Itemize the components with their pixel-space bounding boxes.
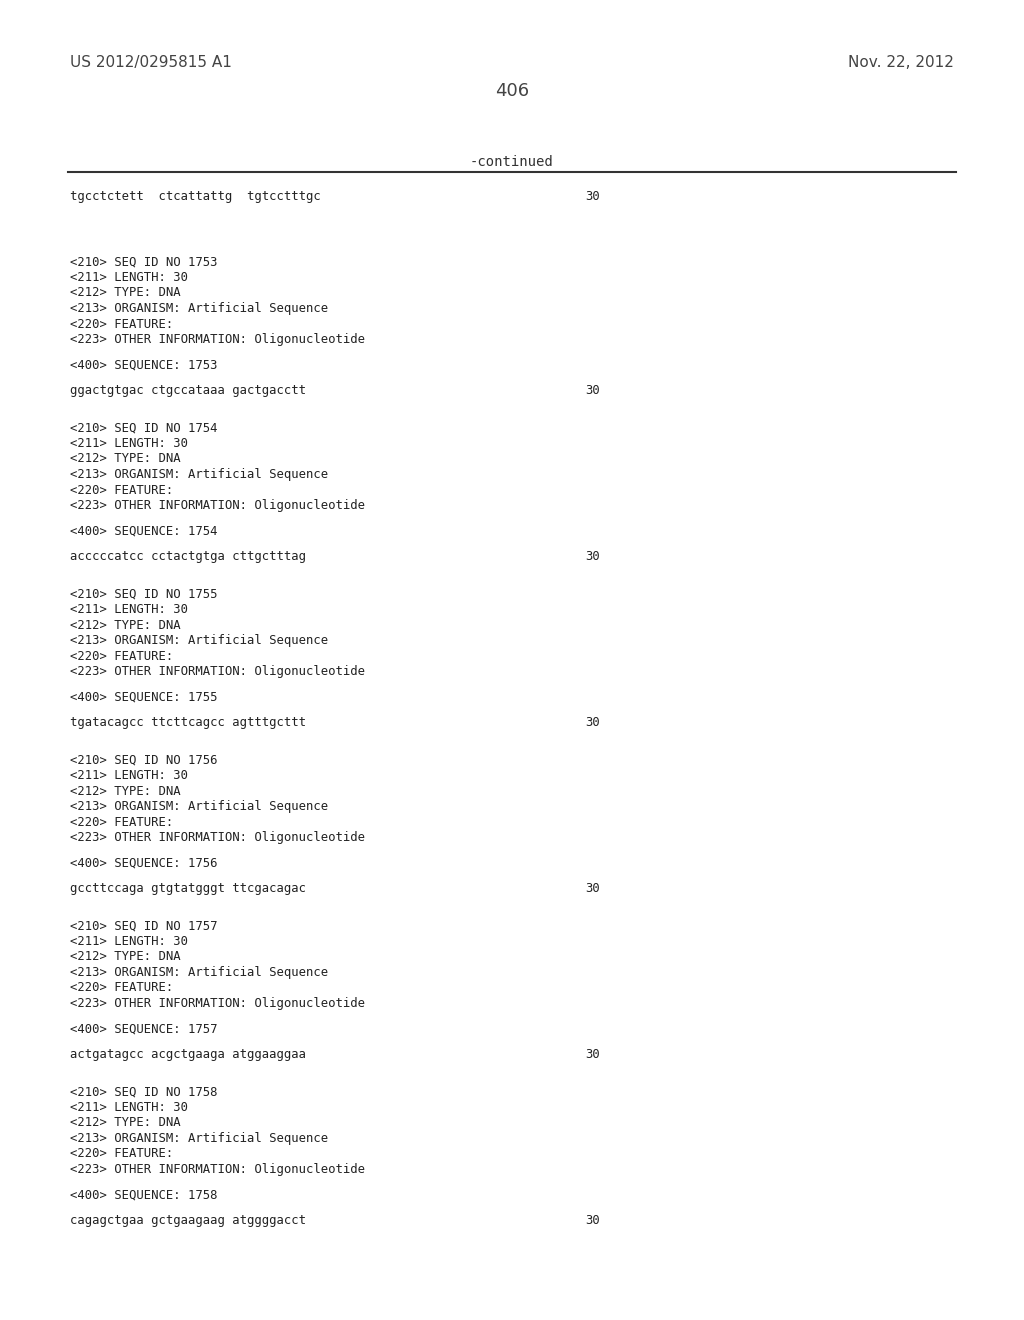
Text: <212> TYPE: DNA: <212> TYPE: DNA	[70, 1117, 180, 1130]
Text: <220> FEATURE:: <220> FEATURE:	[70, 483, 173, 496]
Text: <400> SEQUENCE: 1756: <400> SEQUENCE: 1756	[70, 857, 217, 870]
Text: <212> TYPE: DNA: <212> TYPE: DNA	[70, 619, 180, 631]
Text: <223> OTHER INFORMATION: Oligonucleotide: <223> OTHER INFORMATION: Oligonucleotide	[70, 1163, 365, 1176]
Text: <213> ORGANISM: Artificial Sequence: <213> ORGANISM: Artificial Sequence	[70, 634, 328, 647]
Text: US 2012/0295815 A1: US 2012/0295815 A1	[70, 55, 231, 70]
Text: <400> SEQUENCE: 1758: <400> SEQUENCE: 1758	[70, 1188, 217, 1201]
Text: 30: 30	[585, 550, 600, 564]
Text: -continued: -continued	[470, 154, 554, 169]
Text: <223> OTHER INFORMATION: Oligonucleotide: <223> OTHER INFORMATION: Oligonucleotide	[70, 665, 365, 678]
Text: <210> SEQ ID NO 1758: <210> SEQ ID NO 1758	[70, 1085, 217, 1098]
Text: <220> FEATURE:: <220> FEATURE:	[70, 649, 173, 663]
Text: <211> LENGTH: 30: <211> LENGTH: 30	[70, 437, 188, 450]
Text: Nov. 22, 2012: Nov. 22, 2012	[848, 55, 954, 70]
Text: gccttccaga gtgtatgggt ttcgacagac: gccttccaga gtgtatgggt ttcgacagac	[70, 882, 306, 895]
Text: ggactgtgac ctgccataaa gactgacctt: ggactgtgac ctgccataaa gactgacctt	[70, 384, 306, 397]
Text: tgcctctett  ctcattattg  tgtcctttgc: tgcctctett ctcattattg tgtcctttgc	[70, 190, 321, 203]
Text: <213> ORGANISM: Artificial Sequence: <213> ORGANISM: Artificial Sequence	[70, 469, 328, 480]
Text: <212> TYPE: DNA: <212> TYPE: DNA	[70, 950, 180, 964]
Text: 30: 30	[585, 1048, 600, 1061]
Text: actgatagcc acgctgaaga atggaaggaa: actgatagcc acgctgaaga atggaaggaa	[70, 1048, 306, 1061]
Text: 30: 30	[585, 882, 600, 895]
Text: <213> ORGANISM: Artificial Sequence: <213> ORGANISM: Artificial Sequence	[70, 800, 328, 813]
Text: 30: 30	[585, 190, 600, 203]
Text: <211> LENGTH: 30: <211> LENGTH: 30	[70, 770, 188, 781]
Text: <211> LENGTH: 30: <211> LENGTH: 30	[70, 603, 188, 616]
Text: tgatacagcc ttcttcagcc agtttgcttt: tgatacagcc ttcttcagcc agtttgcttt	[70, 715, 306, 729]
Text: <400> SEQUENCE: 1754: <400> SEQUENCE: 1754	[70, 524, 217, 537]
Text: 30: 30	[585, 715, 600, 729]
Text: <220> FEATURE:: <220> FEATURE:	[70, 1147, 173, 1160]
Text: <213> ORGANISM: Artificial Sequence: <213> ORGANISM: Artificial Sequence	[70, 1133, 328, 1144]
Text: <213> ORGANISM: Artificial Sequence: <213> ORGANISM: Artificial Sequence	[70, 302, 328, 315]
Text: <220> FEATURE:: <220> FEATURE:	[70, 982, 173, 994]
Text: <400> SEQUENCE: 1753: <400> SEQUENCE: 1753	[70, 359, 217, 371]
Text: <210> SEQ ID NO 1757: <210> SEQ ID NO 1757	[70, 920, 217, 932]
Text: <213> ORGANISM: Artificial Sequence: <213> ORGANISM: Artificial Sequence	[70, 966, 328, 979]
Text: <400> SEQUENCE: 1755: <400> SEQUENCE: 1755	[70, 690, 217, 704]
Text: <220> FEATURE:: <220> FEATURE:	[70, 318, 173, 330]
Text: cagagctgaa gctgaagaag atggggacct: cagagctgaa gctgaagaag atggggacct	[70, 1214, 306, 1228]
Text: <210> SEQ ID NO 1754: <210> SEQ ID NO 1754	[70, 421, 217, 434]
Text: <212> TYPE: DNA: <212> TYPE: DNA	[70, 453, 180, 466]
Text: 30: 30	[585, 1214, 600, 1228]
Text: <220> FEATURE:: <220> FEATURE:	[70, 816, 173, 829]
Text: <223> OTHER INFORMATION: Oligonucleotide: <223> OTHER INFORMATION: Oligonucleotide	[70, 499, 365, 512]
Text: 406: 406	[495, 82, 529, 100]
Text: <223> OTHER INFORMATION: Oligonucleotide: <223> OTHER INFORMATION: Oligonucleotide	[70, 997, 365, 1010]
Text: <210> SEQ ID NO 1753: <210> SEQ ID NO 1753	[70, 256, 217, 268]
Text: acccccatcc cctactgtga cttgctttag: acccccatcc cctactgtga cttgctttag	[70, 550, 306, 564]
Text: <212> TYPE: DNA: <212> TYPE: DNA	[70, 784, 180, 797]
Text: <400> SEQUENCE: 1757: <400> SEQUENCE: 1757	[70, 1023, 217, 1035]
Text: 30: 30	[585, 384, 600, 397]
Text: <210> SEQ ID NO 1755: <210> SEQ ID NO 1755	[70, 587, 217, 601]
Text: <211> LENGTH: 30: <211> LENGTH: 30	[70, 935, 188, 948]
Text: <210> SEQ ID NO 1756: <210> SEQ ID NO 1756	[70, 754, 217, 767]
Text: <223> OTHER INFORMATION: Oligonucleotide: <223> OTHER INFORMATION: Oligonucleotide	[70, 832, 365, 843]
Text: <211> LENGTH: 30: <211> LENGTH: 30	[70, 1101, 188, 1114]
Text: <212> TYPE: DNA: <212> TYPE: DNA	[70, 286, 180, 300]
Text: <223> OTHER INFORMATION: Oligonucleotide: <223> OTHER INFORMATION: Oligonucleotide	[70, 333, 365, 346]
Text: <211> LENGTH: 30: <211> LENGTH: 30	[70, 271, 188, 284]
